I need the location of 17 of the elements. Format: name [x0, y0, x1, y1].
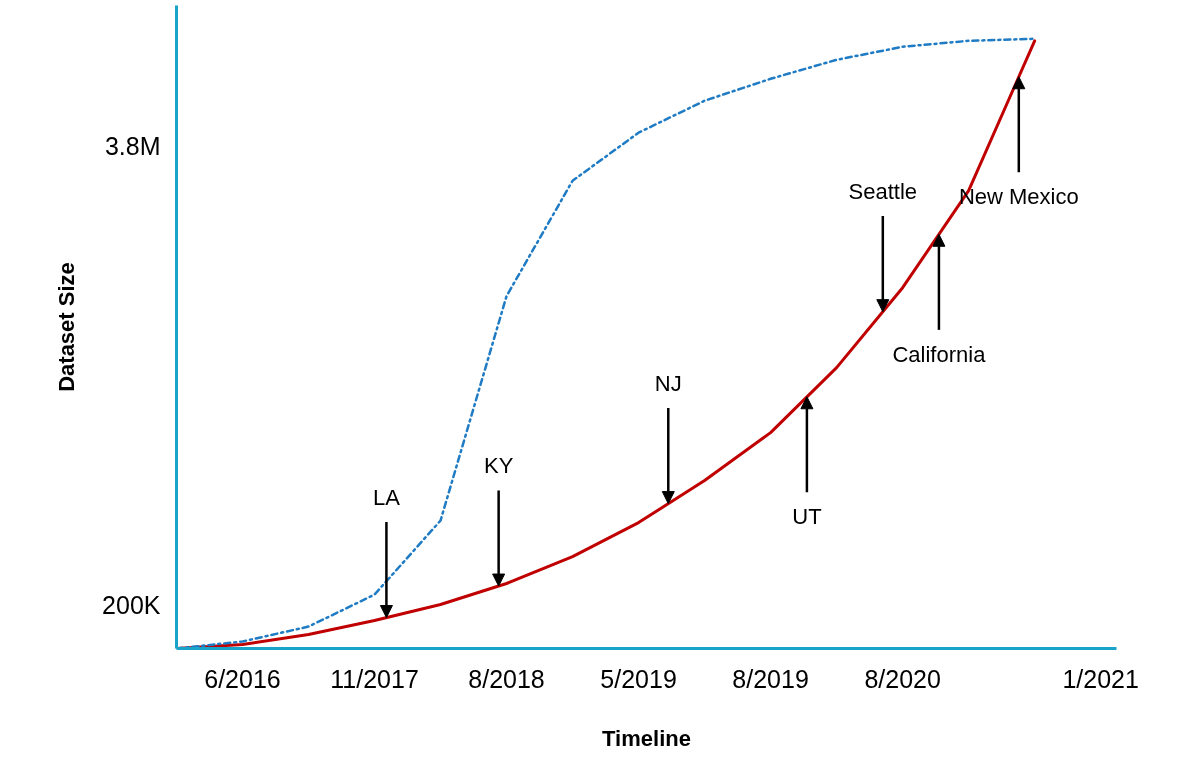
annotation: California — [892, 341, 987, 367]
x-tick-label: 8/2020 — [864, 664, 941, 693]
x-tick-label: 8/2018 — [468, 664, 545, 693]
x-tick-label: 1/2021 — [1062, 664, 1139, 693]
y-tick-label: 3.8M — [104, 131, 161, 160]
x-tick-label: 6/2016 — [204, 664, 281, 693]
x-tick-label: 8/2019 — [732, 664, 809, 693]
annotation: LA — [372, 484, 401, 510]
x-tick-label: 5/2019 — [600, 664, 677, 693]
annotation: KY — [483, 453, 514, 479]
y-axis-title: Dataset Size — [54, 262, 80, 392]
annotation: NJ — [654, 371, 682, 396]
x-axis-title: Timeline — [602, 725, 691, 751]
annotation: Seattle — [848, 179, 918, 205]
y-tick-label: 200K — [102, 590, 161, 619]
x-tick-label: 11/2017 — [330, 664, 419, 693]
annotation: UT — [792, 504, 822, 530]
